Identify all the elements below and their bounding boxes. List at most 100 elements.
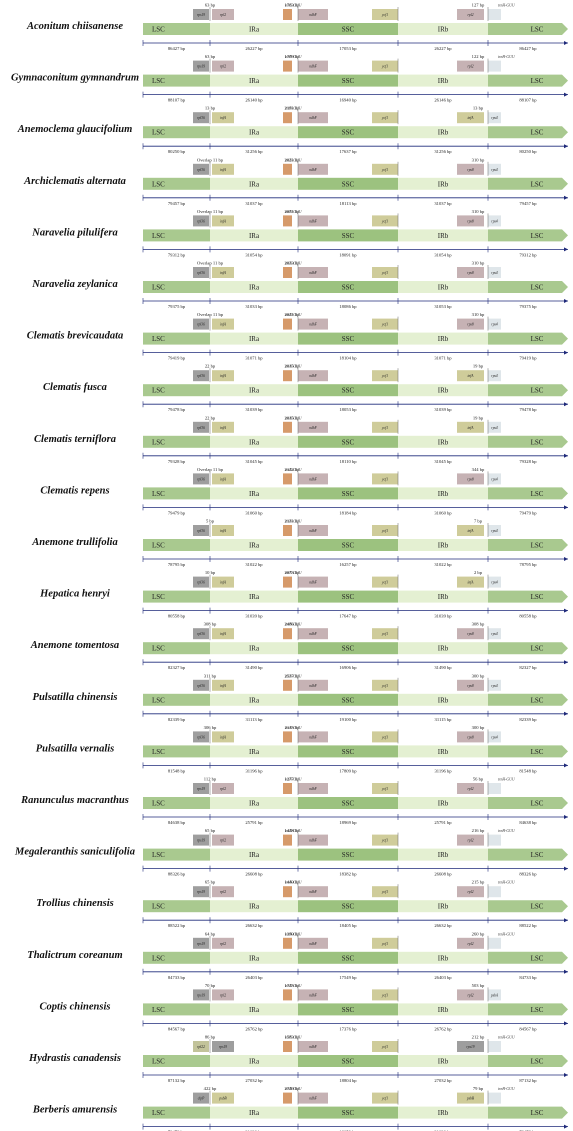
gene-label: rpl22 [197, 1045, 205, 1049]
jsa-distance: 2015 bp [285, 415, 301, 420]
jla-distance: 86 bp [205, 1035, 216, 1040]
gene-label: infA [220, 168, 227, 172]
ssc-label: SSC [342, 129, 355, 137]
gene-label: rpl36 [197, 477, 205, 481]
jlb-distance: 503 bp [472, 983, 485, 988]
gene-label: rps19 [197, 993, 205, 997]
axis-arrow-icon [564, 711, 568, 716]
trna-label: trnN-GUU [285, 932, 302, 936]
genome-track: Naravelia pilulifera LSC IRa SSC IRb LSC rpl36… [31, 209, 568, 257]
lsc-label-end: LSC [531, 542, 544, 550]
irb-label: IRb [438, 1058, 449, 1066]
gene-box [193, 370, 209, 382]
lsc-region-end [488, 281, 568, 293]
gene-label: ndhF [309, 1097, 317, 1101]
gene-label: ndhF [309, 323, 317, 327]
jsa-distance: 2051 bp [285, 209, 301, 214]
trna-label: trnN-GUU [285, 313, 302, 317]
gene-label: ndhF [309, 581, 317, 585]
irb-region [398, 74, 488, 87]
gene-box [212, 628, 234, 640]
gene-label: rpl36 [197, 116, 205, 120]
gene-label: rps4 [491, 271, 498, 275]
trna-label: trnN-GUU [285, 4, 302, 8]
gene-label: ycf1 [381, 65, 388, 69]
lsc-end-size: 84733 bp [519, 975, 537, 980]
gene-label: rps19 [197, 839, 205, 843]
axis-arrow-icon [564, 969, 568, 974]
gene-box [372, 937, 398, 949]
lsc-label-end: LSC [531, 1109, 544, 1117]
gene-box [372, 60, 398, 72]
gene-box [488, 421, 501, 433]
irb-size: 26146 bp [434, 98, 452, 103]
jlb-distance: 310 bp [472, 157, 485, 162]
ira-region [210, 332, 298, 345]
ssc-label: SSC [342, 438, 355, 446]
gene-label: infA [220, 271, 227, 275]
gene-box [193, 731, 209, 743]
gene-label: ndhF [309, 684, 317, 688]
gene-box [283, 886, 292, 898]
ira-region [210, 900, 298, 913]
lsc-size: 88522 bp [168, 923, 186, 928]
jlb-distance: 215 bp [472, 880, 485, 885]
irb-label: IRb [438, 903, 449, 911]
jlb-distance: 127 bp [472, 3, 485, 8]
gene-box [372, 886, 398, 898]
gene-label: rpl2 [220, 13, 226, 17]
gene-box [193, 9, 209, 20]
gene-box [488, 783, 501, 794]
ira-label: IRa [249, 1109, 260, 1117]
gene-box [457, 628, 484, 640]
species-name: Thalictrum coreanum [27, 950, 122, 961]
lsc-size: 80250 bp [168, 149, 186, 154]
irb-size: 31196 bp [434, 768, 452, 773]
gene-box [212, 834, 234, 846]
ira-region [210, 745, 298, 758]
gene-box [298, 473, 328, 485]
lsc-region-end [488, 848, 568, 861]
jla-distance: 22 bp [205, 364, 216, 369]
irb-size: 31037 bp [434, 201, 452, 206]
irb-size: 25791 bp [434, 820, 452, 825]
species-name: Anemoclema glaucifolium [17, 124, 133, 135]
ira-size: 31045 bp [245, 459, 263, 464]
species-name: Gymnaconitum gymnandrum [11, 73, 139, 84]
gene-box [212, 525, 234, 536]
gene-label: rps8 [467, 632, 474, 636]
gene-box [298, 318, 328, 330]
ssc-label: SSC [342, 284, 355, 292]
ira-size: 31196 bp [245, 768, 263, 773]
ira-label: IRa [249, 490, 260, 498]
ira-label: IRa [249, 696, 260, 704]
lsc-label: LSC [152, 800, 165, 808]
gene-label: ycf1 [381, 735, 388, 739]
gene-label: infA [220, 632, 227, 636]
gene-box [193, 834, 209, 846]
jla-distance: Overlap 11 bp [197, 467, 224, 472]
gene-box [212, 576, 234, 588]
genome-track: Hepatica henryi LSC IRa SSC IRb LSC rpl36 infA n… [39, 570, 568, 619]
ira-label: IRa [249, 129, 260, 137]
jsa-distance: 2131 bp [285, 519, 301, 524]
lsc-label: LSC [152, 645, 165, 653]
ssc-size: 18110 bp [339, 459, 357, 464]
jla-distance: 22 bp [205, 415, 216, 420]
gene-box [488, 473, 501, 485]
gene-box [212, 1041, 234, 1052]
irb-label: IRb [438, 180, 449, 188]
gene-label: ndhF [309, 65, 317, 69]
ssc-label: SSC [342, 490, 355, 498]
ssc-size: 18113 bp [339, 201, 357, 206]
gene-box [457, 886, 484, 898]
ira-size: 26140 bp [245, 98, 263, 103]
lsc-region-end [488, 642, 568, 655]
irb-label: IRb [438, 1006, 449, 1014]
jla-distance: 65 bp [205, 828, 216, 833]
lsc-label: LSC [152, 696, 165, 704]
species-name: Aconitum chiisanense [26, 21, 123, 32]
irb-region [398, 332, 488, 345]
lsc-label-end: LSC [531, 593, 544, 601]
